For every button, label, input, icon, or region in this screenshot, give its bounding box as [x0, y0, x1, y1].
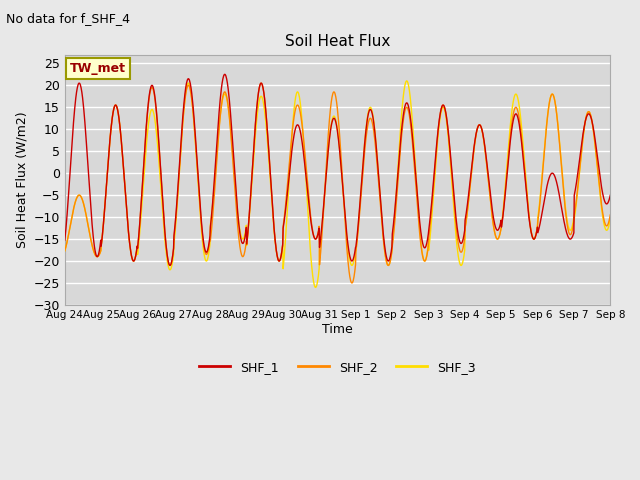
Text: No data for f_SHF_4: No data for f_SHF_4 [6, 12, 131, 25]
Y-axis label: Soil Heat Flux (W/m2): Soil Heat Flux (W/m2) [15, 111, 28, 248]
Text: TW_met: TW_met [70, 62, 126, 75]
X-axis label: Time: Time [322, 323, 353, 336]
Legend: SHF_1, SHF_2, SHF_3: SHF_1, SHF_2, SHF_3 [194, 356, 481, 379]
Title: Soil Heat Flux: Soil Heat Flux [285, 34, 390, 49]
